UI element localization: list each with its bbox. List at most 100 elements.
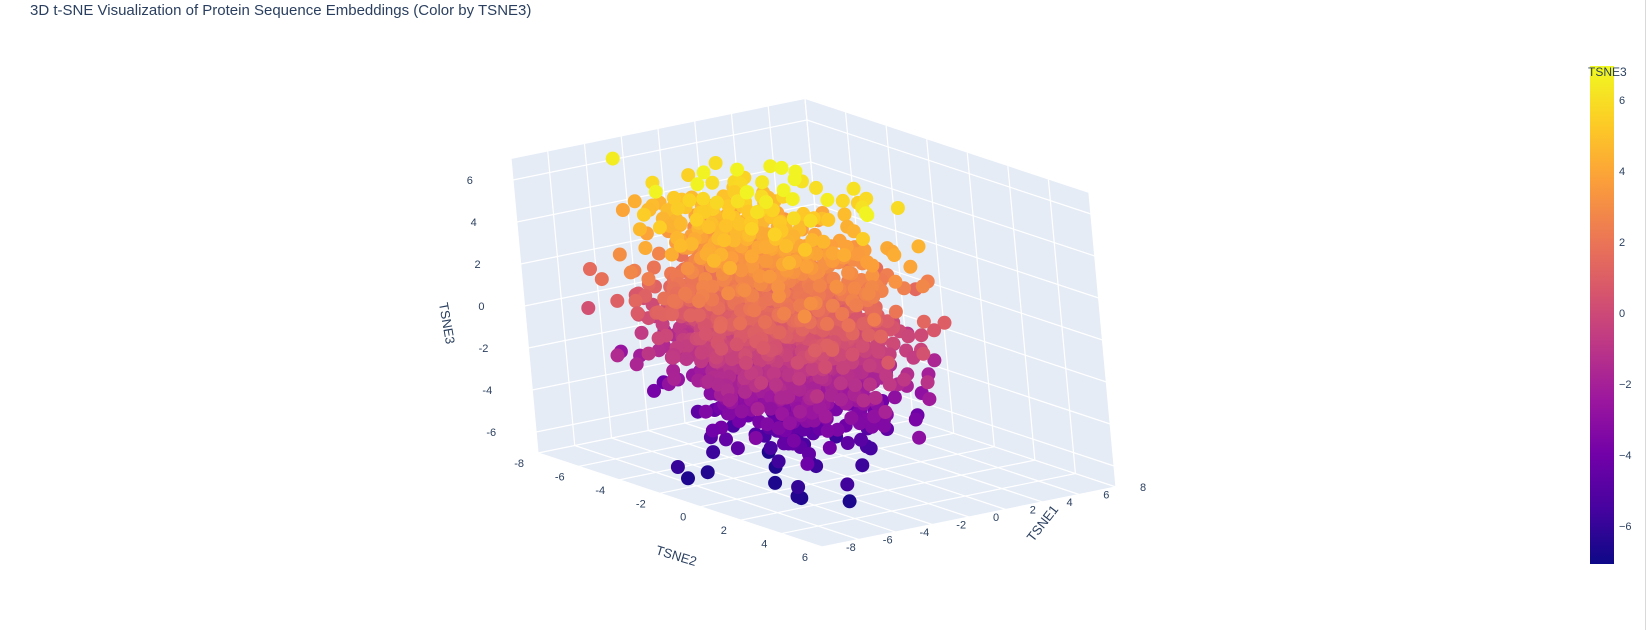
scatter-points[interactable] [581,151,952,509]
scatter-point[interactable] [908,412,923,427]
scatter-point[interactable] [868,390,883,405]
scatter-point[interactable] [683,308,698,323]
scatter-point[interactable] [705,423,720,438]
scatter-point[interactable] [846,224,861,239]
scatter-point[interactable] [927,353,942,368]
scatter-point[interactable] [774,390,789,405]
scatter-point[interactable] [698,326,713,341]
scatter-point[interactable] [867,409,882,424]
scatter-point[interactable] [842,494,857,509]
scatter-point[interactable] [825,298,840,313]
scatter-point[interactable] [854,432,868,447]
scatter-point[interactable] [886,336,900,351]
scatter-point[interactable] [782,255,797,270]
scatter-point[interactable] [834,392,848,407]
scatter-point[interactable] [739,185,754,200]
scatter-point[interactable] [721,286,736,301]
scatter-point[interactable] [750,205,765,220]
scatter-point[interactable] [745,259,760,274]
scatter-point[interactable] [754,375,769,390]
scatter-point[interactable] [880,314,895,329]
scatter-point[interactable] [713,319,728,334]
scatter-point[interactable] [680,339,695,354]
scatter-point[interactable] [706,253,721,268]
scatter-point[interactable] [694,345,709,360]
scatter-point[interactable] [825,342,840,357]
scatter-point[interactable] [641,346,656,361]
scatter-point[interactable] [835,193,850,208]
scatter-point[interactable] [856,393,871,408]
scatter-point[interactable] [673,216,688,231]
scatter-point[interactable] [785,192,800,207]
scatter-point[interactable] [771,421,786,436]
scatter-point[interactable] [594,272,609,287]
scatter-point[interactable] [696,165,711,180]
scatter-point[interactable] [916,314,931,329]
scatter-point[interactable] [871,344,886,359]
scatter-point[interactable] [803,213,818,228]
scatter-point[interactable] [856,232,870,246]
scatter-point[interactable] [800,456,815,471]
scatter-point[interactable] [682,193,697,208]
scatter-point[interactable] [772,289,786,304]
scatter-point[interactable] [856,316,871,331]
scatter-point[interactable] [840,477,855,492]
scatter-point[interactable] [845,347,860,362]
scatter-point[interactable] [665,307,680,322]
scatter-point[interactable] [719,432,733,447]
scatter-point[interactable] [867,312,882,327]
scatter-point[interactable] [861,328,876,342]
scatter-point[interactable] [808,343,822,358]
scatter-point[interactable] [822,440,837,455]
scatter-point[interactable] [849,298,864,313]
scatter-point[interactable] [666,350,681,365]
scatter-point[interactable] [860,208,875,223]
scatter-point[interactable] [787,172,802,187]
scatter-point[interactable] [897,372,912,387]
scatter-point[interactable] [829,279,844,294]
scatter-point[interactable] [771,454,786,469]
scatter-point[interactable] [903,259,918,274]
scatter-point[interactable] [583,262,597,276]
scatter-point[interactable] [809,180,823,195]
scatter-point[interactable] [793,298,808,313]
scatter-point[interactable] [714,341,729,356]
scatter-point[interactable] [760,417,775,432]
scatter-point[interactable] [646,260,661,275]
scatter-point[interactable] [664,247,679,262]
scatter-point[interactable] [862,358,877,373]
scatter-point[interactable] [790,355,805,370]
scatter-point[interactable] [776,183,791,198]
scatter-point[interactable] [882,377,897,392]
scatter-point[interactable] [810,389,825,404]
scatter-point[interactable] [717,233,732,248]
scatter-point[interactable] [818,409,833,424]
scatter-point[interactable] [878,405,893,419]
scatter-point[interactable] [705,175,720,190]
scatter-point[interactable] [722,406,737,421]
scatter-point[interactable] [759,253,774,268]
scatter-point[interactable] [820,192,835,207]
scatter-point[interactable] [581,301,596,315]
scatter-point[interactable] [844,411,859,425]
scatter-point[interactable] [912,430,927,445]
scatter-point[interactable] [738,384,752,399]
scatter-point[interactable] [792,371,807,386]
scatter-point[interactable] [681,168,696,183]
scatter-point[interactable] [803,296,818,311]
scatter-point[interactable] [901,329,916,344]
scatter-point[interactable] [922,392,937,407]
scatter-point[interactable] [748,431,763,445]
scatter-point[interactable] [873,329,888,344]
scatter-point[interactable] [825,246,840,261]
scatter-point[interactable] [689,212,704,227]
scatter-point[interactable] [632,222,647,237]
scatter-point[interactable] [747,303,762,318]
scatter-point[interactable] [769,377,783,392]
scatter-point[interactable] [612,247,627,262]
scatter-point[interactable] [888,274,903,289]
scatter-point[interactable] [799,259,814,274]
scatter-point[interactable] [833,376,848,391]
scatter-point[interactable] [847,281,862,296]
scatter-point[interactable] [638,241,653,255]
